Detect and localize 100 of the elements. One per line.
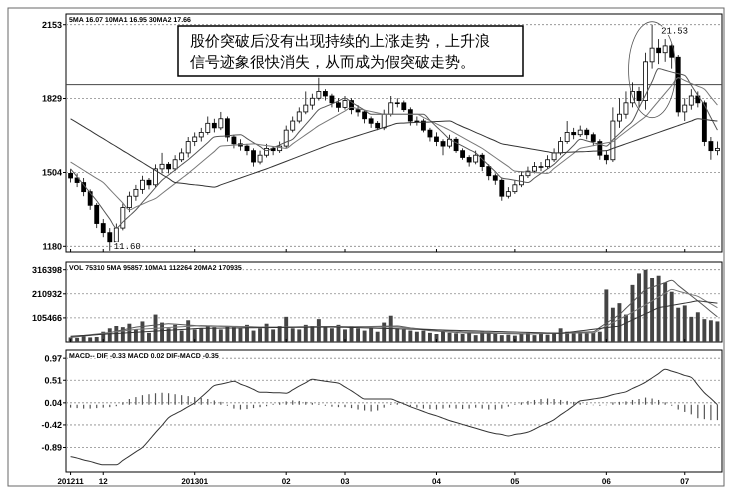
y-tick-label: -0.89 (41, 442, 62, 453)
bar (500, 335, 504, 342)
y-tick-label: 210932 (32, 288, 62, 299)
candlestick (212, 118, 217, 133)
bar (676, 308, 680, 342)
x-tick-label: 02 (282, 477, 292, 486)
x-tick-label: 05 (510, 477, 520, 486)
bar (258, 328, 262, 342)
bar (252, 330, 256, 342)
bar (512, 336, 517, 342)
bar (94, 336, 99, 342)
candlestick (571, 127, 576, 140)
bar (663, 282, 668, 342)
bar (474, 335, 478, 342)
candlestick (401, 100, 406, 112)
line-series (70, 368, 718, 466)
bar (264, 324, 269, 342)
bar (650, 278, 654, 342)
bar (532, 335, 536, 342)
y-tick-label: 316398 (32, 264, 62, 275)
bar (656, 276, 661, 342)
x-tick-label: 201301 (181, 477, 209, 486)
candlestick (296, 106, 302, 124)
candlestick (192, 132, 198, 146)
bar (402, 329, 406, 342)
bar (88, 337, 92, 342)
y-tick-label: -0.42 (41, 420, 62, 430)
bar (604, 289, 608, 342)
bar (670, 292, 674, 342)
bar (702, 319, 706, 342)
annotation: 股价突破后没有出现持续的上涨走势，上升浪信号迹象很快消失，从而成为假突破走势。 (190, 33, 490, 71)
y-tick-label: 0.04 (44, 398, 62, 408)
candlestick (682, 98, 688, 122)
y-tick-label: 1180 (42, 241, 62, 252)
bar (330, 328, 334, 342)
candlestick (499, 178, 504, 202)
bar (624, 314, 628, 342)
annotation: 11.60 (114, 242, 141, 252)
bar (310, 326, 314, 342)
bar (369, 328, 374, 342)
bar (232, 327, 236, 342)
candlestick (186, 136, 191, 158)
x-tick-label: 04 (432, 477, 442, 486)
bar (708, 320, 713, 342)
x-tick-label: 06 (602, 477, 612, 486)
x-tick-label: 07 (680, 477, 690, 486)
bar (552, 333, 556, 342)
x-tick-label: 201211 (57, 477, 84, 486)
bar (441, 332, 445, 342)
candlestick (205, 116, 210, 136)
y-tick-label: 105466 (32, 313, 62, 324)
candlestick (590, 132, 596, 146)
x-tick-label: 03 (340, 477, 350, 486)
bar (637, 273, 641, 342)
bar (218, 329, 223, 342)
y-tick-label: 0.97 (44, 353, 62, 364)
bar (428, 332, 432, 342)
bar (630, 284, 634, 342)
bar (715, 321, 720, 342)
bar (166, 328, 171, 342)
bar (408, 330, 412, 342)
bar (519, 334, 524, 342)
bar (238, 328, 242, 342)
bar (343, 329, 347, 342)
candlestick (303, 91, 308, 115)
bar (82, 336, 86, 342)
bar (304, 324, 308, 342)
bar (421, 330, 426, 342)
y-tick-label: 1829 (42, 94, 62, 104)
bar (147, 332, 151, 342)
bar (180, 330, 184, 342)
candlestick (198, 127, 204, 142)
bar (414, 332, 419, 342)
candlestick (486, 164, 492, 181)
candlestick (688, 88, 694, 110)
bar (644, 270, 648, 342)
bar (356, 328, 360, 342)
bar (316, 319, 321, 342)
bar (460, 334, 465, 342)
bar (434, 334, 438, 342)
bar (212, 327, 216, 342)
candlestick (290, 116, 296, 133)
bar (376, 332, 380, 342)
bar (454, 333, 458, 342)
bar (539, 334, 543, 342)
bar (598, 332, 602, 342)
bar (75, 338, 80, 342)
line-series (70, 77, 718, 210)
line-series (70, 288, 718, 338)
candlestick (100, 218, 106, 238)
bar (546, 334, 550, 342)
y-tick-label: 2153 (42, 20, 62, 30)
bar (506, 334, 510, 342)
bar (696, 312, 700, 342)
bar (448, 332, 452, 342)
line-series (70, 300, 718, 337)
bar (336, 324, 340, 342)
y-tick-label: 1504 (42, 168, 62, 178)
bar (493, 334, 498, 342)
bar (323, 327, 328, 342)
